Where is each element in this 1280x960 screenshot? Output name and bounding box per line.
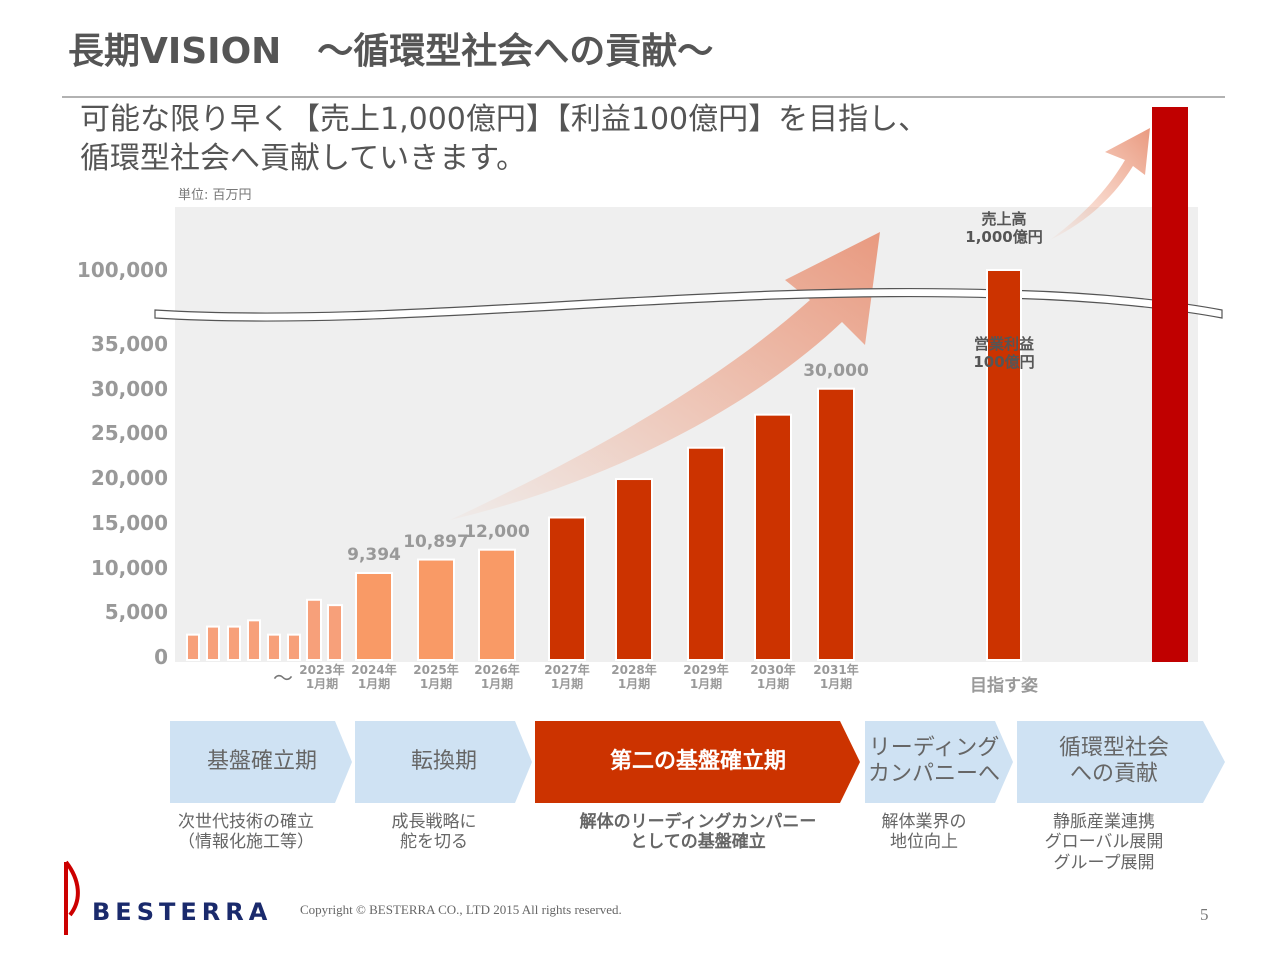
growth-arrow-small xyxy=(1050,128,1150,240)
data-label: 30,000 xyxy=(803,360,869,381)
phase-description: 次世代技術の確立 （情報化施工等） xyxy=(178,812,314,853)
x-tick-label: 2025年 1月期 xyxy=(413,663,459,692)
x-tick-label: 2030年 1月期 xyxy=(750,663,796,692)
bar xyxy=(267,633,281,662)
x-tick-label: 2026年 1月期 xyxy=(474,663,520,692)
y-tick-label: 15,000 xyxy=(90,510,168,535)
y-tick-label: 35,000 xyxy=(90,332,168,356)
copyright: Copyright © BESTERRA CO., LTD 2015 All r… xyxy=(300,902,622,917)
bar xyxy=(417,558,455,661)
bar-annotation: 営業利益 100億円 xyxy=(973,335,1035,371)
phase-label: 第二の基盤確立期 xyxy=(609,748,787,774)
message: 可能な限り早く【売上1,000億円】【利益100億円】を目指し、 循環型社会へ貢… xyxy=(80,102,929,176)
x-tick-label: 2031年 1月期 xyxy=(813,663,859,692)
y-tick-label: 100,000 xyxy=(76,258,168,282)
x-tick-label: 2028年 1月期 xyxy=(611,663,657,692)
phase-arrow xyxy=(170,721,352,803)
logo-mark xyxy=(64,860,80,935)
x-tick-label: 目指す姿 xyxy=(970,676,1038,696)
phase-arrow xyxy=(865,721,1013,803)
growth-arrow xyxy=(450,232,880,520)
bar xyxy=(306,598,322,661)
y-tick-label: 0 xyxy=(154,645,168,669)
bar xyxy=(986,269,1022,661)
phase-description: 静脈産業連携 グローバル展開 グループ展開 xyxy=(1044,812,1164,873)
bar xyxy=(817,387,855,661)
y-tick-label: 5,000 xyxy=(104,600,168,625)
unit-note: 単位: 百万円 xyxy=(178,188,252,203)
x-tick-label: 2023年 1月期 xyxy=(299,663,345,692)
logo: BESTERRA xyxy=(92,898,273,926)
x-tick-label: 2027年 1月期 xyxy=(544,663,590,692)
bar xyxy=(478,548,516,662)
data-label: 売上高 1,000億円 xyxy=(965,210,1043,246)
contribution-bar xyxy=(1152,107,1188,662)
bar xyxy=(227,625,241,662)
bar xyxy=(287,633,301,662)
phase-label: 循環型社会 への貢献 xyxy=(1058,735,1170,787)
bar xyxy=(327,604,343,661)
bar xyxy=(247,619,261,662)
phase-arrow xyxy=(1017,721,1225,803)
bar xyxy=(615,478,653,661)
phase-description: 解体業界の 地位向上 xyxy=(881,812,967,853)
data-label: 12,000 xyxy=(464,521,530,542)
phase-label: 転換期 xyxy=(410,748,478,774)
bar xyxy=(687,446,725,662)
bar xyxy=(754,413,792,661)
phase-arrow xyxy=(535,721,860,803)
phase-label: 基盤確立期 xyxy=(206,748,318,774)
bar xyxy=(548,516,586,662)
y-tick-label: 30,000 xyxy=(90,376,168,401)
phase-arrow xyxy=(355,721,532,803)
data-label: 9,394 xyxy=(347,544,401,565)
data-label: 10,897 xyxy=(403,531,469,552)
y-tick-label: 25,000 xyxy=(90,421,168,446)
bar xyxy=(206,625,220,662)
title: 長期VISION ～循環型社会への貢献～ xyxy=(68,31,714,72)
bar xyxy=(186,633,200,662)
bar xyxy=(355,571,393,661)
plot-area xyxy=(175,207,1198,662)
y-tick-label: 10,000 xyxy=(90,555,168,580)
phase-description: 成長戦略に 舵を切る xyxy=(391,812,477,853)
page-number: 5 xyxy=(1200,905,1209,924)
phase-description: 解体のリーディングカンパニー としての基盤確立 xyxy=(579,812,817,853)
x-tick-label: 2029年 1月期 xyxy=(683,663,729,692)
y-tick-label: 20,000 xyxy=(90,466,168,491)
phase-label: リーディング カンパニーへ xyxy=(867,735,1001,787)
axis-break xyxy=(154,287,1223,322)
x-note: ～ xyxy=(273,666,293,690)
x-tick-label: 2024年 1月期 xyxy=(351,663,397,692)
